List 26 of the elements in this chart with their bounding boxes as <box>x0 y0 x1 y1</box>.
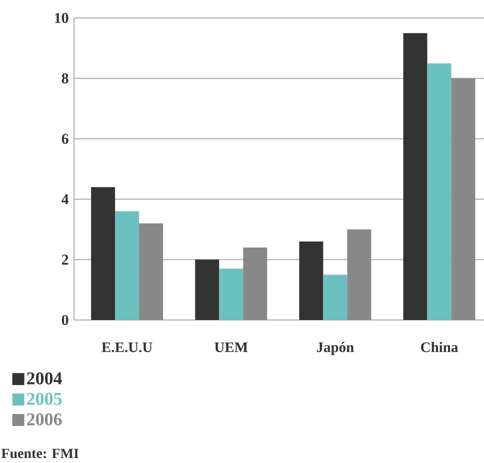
bar <box>139 223 164 320</box>
bar <box>323 274 348 320</box>
bar <box>91 187 116 320</box>
y-tick-label: 2 <box>62 254 68 265</box>
y-tick-label: 10 <box>55 12 68 24</box>
x-tick-label: E.E.U.U <box>102 342 152 352</box>
bar <box>427 63 452 320</box>
x-tick-label: UEM <box>214 342 248 352</box>
source-note: Fuente: FMI <box>1 448 78 458</box>
y-tick-label: 0 <box>62 314 68 326</box>
bar <box>403 33 428 320</box>
bar <box>299 241 324 320</box>
bar <box>243 248 268 320</box>
legend-label: 2005 <box>27 392 62 405</box>
legend-label: 2004 <box>27 372 62 384</box>
bar <box>115 211 140 320</box>
y-tick-label: 8 <box>62 73 68 84</box>
y-tick-label: 6 <box>62 134 68 144</box>
x-tick-label: Japón <box>316 342 354 356</box>
y-tick-label: 4 <box>62 194 69 204</box>
bar <box>195 260 220 320</box>
x-tick-label: China <box>421 342 458 352</box>
bar <box>451 78 476 320</box>
legend-label: 2006 <box>27 413 62 426</box>
bar <box>219 268 244 320</box>
bar <box>347 229 372 320</box>
